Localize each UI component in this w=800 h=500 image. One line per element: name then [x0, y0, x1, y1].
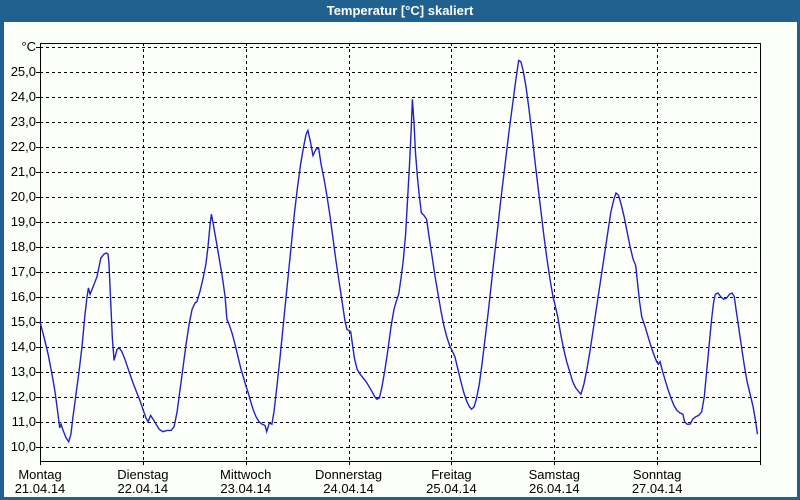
y-tick-label: 16,0 — [10, 288, 36, 304]
window-border-right — [797, 0, 800, 500]
day-date: 21.04.14 — [14, 481, 66, 496]
chart-area: °C 25,0 24,0 23,0 22,0 21,0 20,0 19,0 18,0 17,0 16… — [0, 22, 800, 500]
y-tick-label: 19,0 — [10, 213, 36, 229]
x-day-label: Dienstag 22.04.14 — [93, 468, 193, 496]
day-date: 26.04.14 — [528, 481, 580, 496]
y-tick-label: 18,0 — [10, 238, 36, 254]
x-day-label: Donnerstag 24.04.14 — [299, 468, 399, 496]
y-tick-label: 25,0 — [10, 63, 36, 79]
day-date: 23.04.14 — [220, 481, 271, 496]
day-name: Freitag — [431, 467, 472, 482]
y-tick-label: 20,0 — [10, 188, 36, 204]
y-tick-label: 10,0 — [10, 438, 36, 454]
day-name: Donnerstag — [314, 467, 383, 482]
y-tick-label: 11,0 — [11, 413, 36, 429]
y-tick-label: 12,0 — [10, 388, 36, 404]
y-tick-label: 22,0 — [10, 138, 36, 154]
y-tick-label: 15,0 — [10, 313, 36, 329]
day-name: Sonntag — [632, 467, 682, 482]
y-tick-label: 23,0 — [10, 113, 36, 129]
plot-frame — [40, 43, 761, 462]
day-date: 27.04.14 — [631, 481, 683, 496]
temperature-line — [39, 59, 759, 444]
day-name: Samstag — [528, 467, 580, 482]
window-border-left — [0, 0, 4, 500]
window-border-bottom — [0, 497, 800, 500]
y-tick-label: 24,0 — [10, 88, 36, 104]
day-date: 24.04.14 — [323, 481, 374, 496]
x-day-label: Samstag 26.04.14 — [504, 468, 604, 496]
day-name: Mittwoch — [220, 467, 272, 482]
window-title: Temperatur [°C] skaliert — [326, 3, 474, 18]
y-tick-label: 13,0 — [10, 363, 36, 379]
y-tick-label: 14,0 — [10, 338, 36, 354]
x-day-label: Sonntag 27.04.14 — [607, 468, 707, 496]
x-day-label: Freitag 25.04.14 — [401, 468, 501, 496]
day-date: 22.04.14 — [117, 481, 169, 496]
window-title-bar[interactable]: Temperatur [°C] skaliert — [0, 0, 800, 22]
y-tick-label: 17,0 — [10, 263, 36, 279]
day-date: 25.04.14 — [426, 481, 477, 496]
x-day-label: Montag 21.04.14 — [0, 468, 90, 496]
y-tick-label: 21,0 — [10, 163, 36, 179]
day-name: Dienstag — [117, 467, 169, 482]
day-name: Montag — [18, 467, 62, 482]
plot-area — [36, 43, 761, 465]
x-day-label: Mittwoch 23.04.14 — [196, 468, 296, 496]
y-axis-unit-label: °C — [21, 38, 36, 54]
